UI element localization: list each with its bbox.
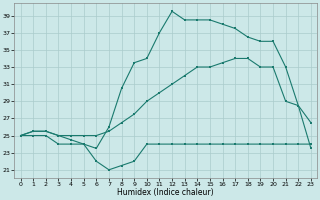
X-axis label: Humidex (Indice chaleur): Humidex (Indice chaleur) xyxy=(117,188,214,197)
